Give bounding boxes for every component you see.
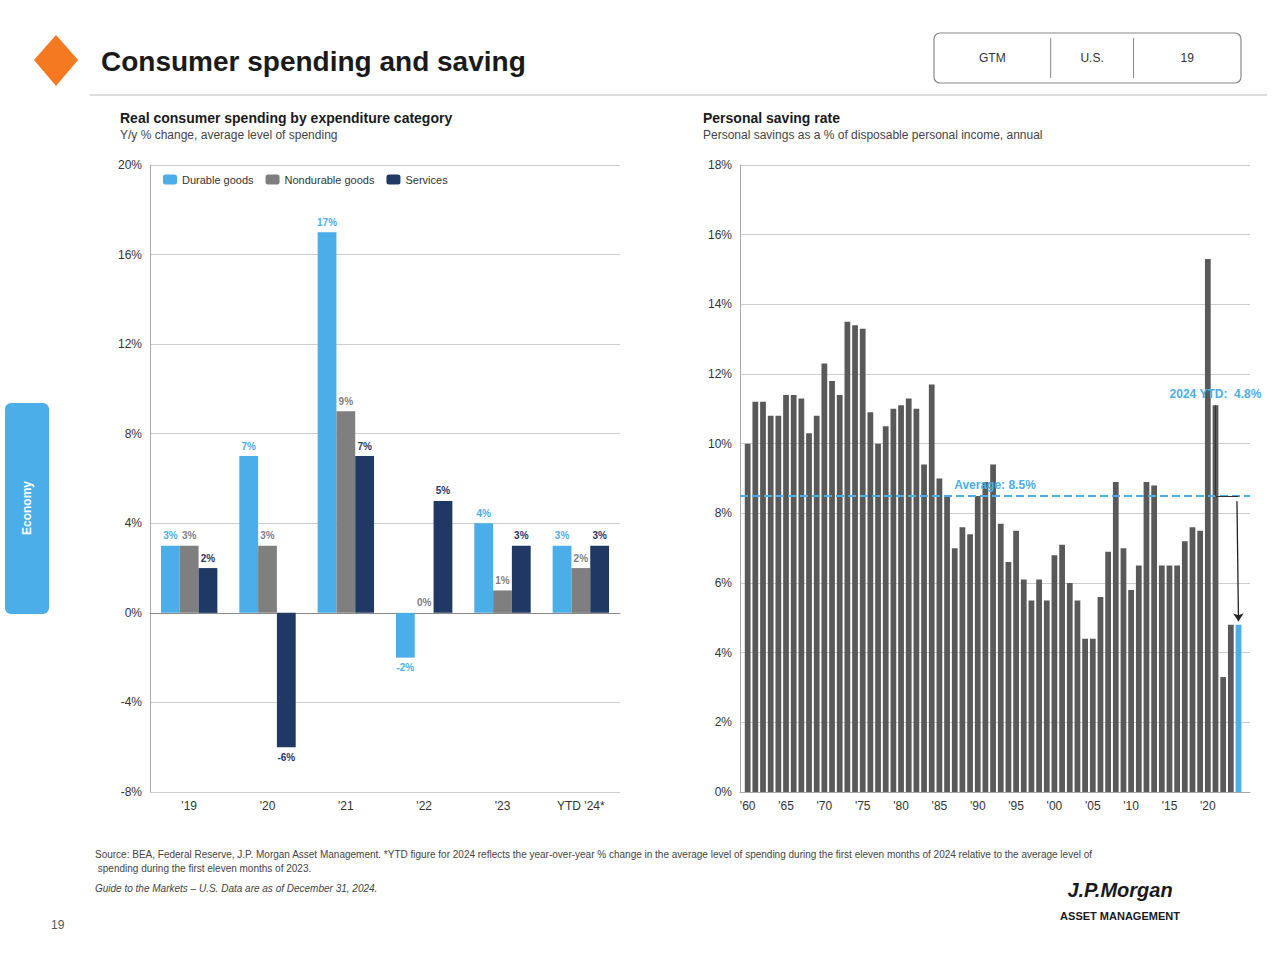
svg-text:'10: '10 [1123, 799, 1139, 813]
svg-text:10%: 10% [708, 437, 732, 451]
svg-text:-4%: -4% [121, 695, 143, 709]
svg-text:2%: 2% [201, 553, 216, 564]
svg-text:0%: 0% [715, 785, 733, 799]
svg-text:ASSET MANAGEMENT: ASSET MANAGEMENT [1060, 910, 1180, 922]
svg-text:'60: '60 [740, 799, 756, 813]
svg-text:'15: '15 [1162, 799, 1178, 813]
svg-text:Consumer spending and saving: Consumer spending and saving [101, 46, 526, 77]
svg-text:2%: 2% [715, 715, 733, 729]
svg-text:2024 YTD: 4.8%: 2024 YTD: 4.8% [1170, 387, 1262, 401]
svg-text:'75: '75 [855, 799, 871, 813]
svg-text:3%: 3% [514, 530, 529, 541]
svg-text:3%: 3% [260, 530, 275, 541]
svg-text:16%: 16% [708, 228, 732, 242]
svg-text:19: 19 [1181, 51, 1195, 65]
svg-text:7%: 7% [357, 441, 372, 452]
svg-text:17%: 17% [317, 217, 337, 228]
svg-text:'95: '95 [1008, 799, 1024, 813]
svg-text:8%: 8% [125, 427, 143, 441]
svg-text:'00: '00 [1047, 799, 1063, 813]
svg-text:Y/y % change, average level of: Y/y % change, average level of spending [120, 128, 337, 142]
svg-text:'22: '22 [416, 799, 432, 813]
svg-text:5%: 5% [436, 485, 451, 496]
svg-text:14%: 14% [708, 297, 732, 311]
svg-text:Source: BEA, Federal Reserve,: Source: BEA, Federal Reserve, J.P. Morga… [95, 849, 1092, 860]
svg-text:4%: 4% [476, 508, 491, 519]
svg-text:Nondurable goods: Nondurable goods [285, 174, 375, 186]
svg-text:Durable goods: Durable goods [182, 174, 254, 186]
svg-text:'19: '19 [181, 799, 197, 813]
svg-text:-6%: -6% [277, 752, 295, 763]
svg-text:'85: '85 [932, 799, 948, 813]
svg-text:8%: 8% [715, 506, 733, 520]
svg-text:1%: 1% [495, 575, 510, 586]
svg-text:'23: '23 [495, 799, 511, 813]
svg-text:4%: 4% [125, 516, 143, 530]
svg-text:Real consumer spending by expe: Real consumer spending by expenditure ca… [120, 110, 452, 126]
svg-text:18%: 18% [708, 158, 732, 172]
svg-text:9%: 9% [339, 396, 354, 407]
svg-text:12%: 12% [708, 367, 732, 381]
svg-text:0%: 0% [125, 606, 143, 620]
svg-text:'90: '90 [970, 799, 986, 813]
svg-text:3%: 3% [555, 530, 570, 541]
svg-text:Personal savings as a % of dis: Personal savings as a % of disposable pe… [703, 128, 1043, 142]
svg-text:3%: 3% [592, 530, 607, 541]
svg-text:6%: 6% [715, 576, 733, 590]
svg-text:Services: Services [405, 174, 448, 186]
svg-text:-2%: -2% [396, 662, 414, 673]
svg-text:'65: '65 [778, 799, 794, 813]
svg-text:Guide to the Markets – U.S. Da: Guide to the Markets – U.S. Data are as … [95, 883, 377, 894]
svg-text:'20: '20 [260, 799, 276, 813]
svg-text:-8%: -8% [121, 785, 143, 799]
svg-text:'20: '20 [1200, 799, 1216, 813]
svg-text:3%: 3% [163, 530, 178, 541]
svg-text:U.S.: U.S. [1080, 51, 1103, 65]
svg-text:J.P.Morgan: J.P.Morgan [1067, 879, 1172, 901]
svg-text:spending during the first elev: spending during the first eleven months … [95, 863, 311, 874]
svg-text:Average: 8.5%: Average: 8.5% [954, 478, 1036, 492]
svg-text:GTM: GTM [979, 51, 1006, 65]
svg-text:4%: 4% [715, 646, 733, 660]
svg-text:19: 19 [51, 918, 65, 932]
svg-text:7%: 7% [241, 441, 256, 452]
svg-text:16%: 16% [118, 248, 142, 262]
svg-text:'70: '70 [817, 799, 833, 813]
svg-text:2%: 2% [574, 553, 589, 564]
svg-text:12%: 12% [118, 337, 142, 351]
svg-text:Personal saving rate: Personal saving rate [703, 110, 840, 126]
svg-text:'80: '80 [893, 799, 909, 813]
svg-text:0%: 0% [417, 597, 432, 608]
svg-text:'21: '21 [338, 799, 354, 813]
svg-text:'05: '05 [1085, 799, 1101, 813]
svg-text:YTD '24*: YTD '24* [557, 799, 605, 813]
svg-text:Economy: Economy [20, 481, 34, 535]
svg-text:3%: 3% [182, 530, 197, 541]
svg-text:20%: 20% [118, 158, 142, 172]
